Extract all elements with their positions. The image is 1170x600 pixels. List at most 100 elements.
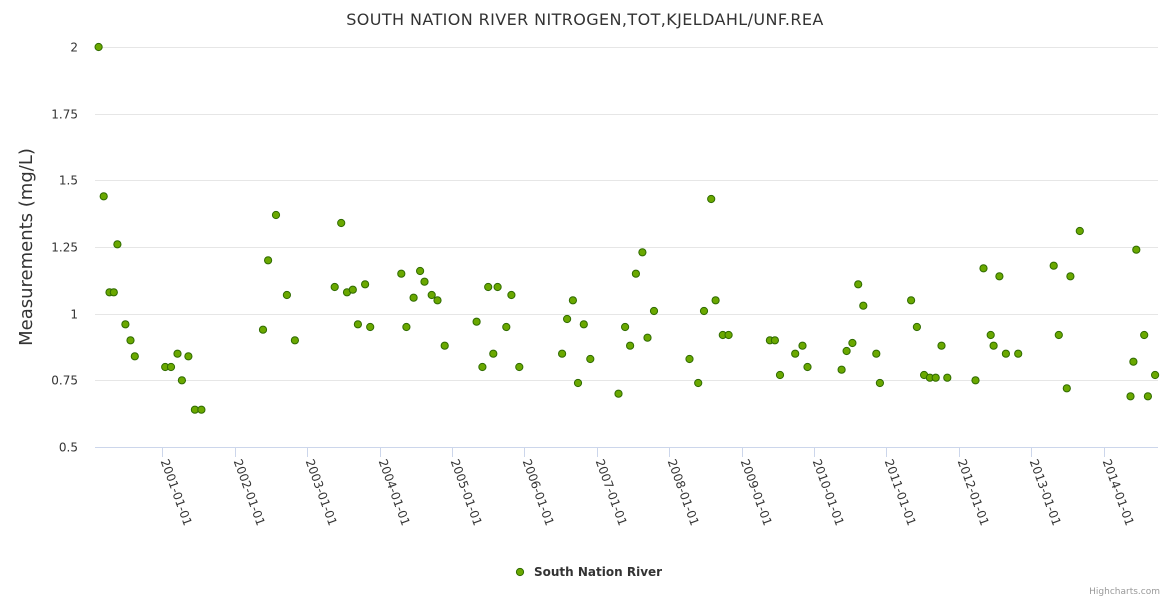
data-point[interactable] bbox=[282, 290, 291, 300]
data-point[interactable] bbox=[842, 346, 851, 356]
data-point[interactable] bbox=[433, 296, 442, 305]
data-point[interactable] bbox=[694, 378, 703, 388]
data-point[interactable] bbox=[854, 280, 863, 289]
data-point[interactable] bbox=[1001, 349, 1011, 358]
data-point[interactable] bbox=[912, 322, 922, 332]
data-point[interactable] bbox=[366, 322, 375, 332]
data-point[interactable] bbox=[1126, 392, 1135, 401]
data-point[interactable] bbox=[290, 336, 299, 345]
data-point[interactable] bbox=[484, 282, 493, 292]
data-point[interactable] bbox=[798, 341, 807, 350]
data-point[interactable] bbox=[337, 218, 346, 228]
data-point[interactable] bbox=[563, 314, 572, 324]
data-point[interactable] bbox=[515, 362, 524, 372]
data-point[interactable] bbox=[586, 354, 595, 364]
data-point[interactable] bbox=[685, 354, 694, 364]
data-point[interactable] bbox=[361, 280, 370, 289]
data-point[interactable] bbox=[986, 330, 995, 340]
data-point[interactable] bbox=[995, 272, 1004, 281]
data-point[interactable] bbox=[397, 269, 406, 278]
data-point[interactable] bbox=[872, 349, 881, 358]
credits-link[interactable]: Highcharts.com bbox=[1089, 587, 1160, 597]
data-point[interactable] bbox=[1129, 357, 1138, 366]
data-point[interactable] bbox=[177, 376, 186, 385]
data-point[interactable] bbox=[699, 306, 709, 316]
data-point[interactable] bbox=[353, 320, 362, 329]
x-tick-label: 2003-01-01 bbox=[303, 457, 340, 527]
legend-item-south-nation-river[interactable]: South Nation River bbox=[534, 565, 662, 579]
data-point[interactable] bbox=[1062, 384, 1071, 393]
series-south-nation-river[interactable] bbox=[94, 42, 1160, 414]
data-point[interactable] bbox=[440, 341, 449, 350]
data-point[interactable] bbox=[614, 389, 623, 398]
data-point[interactable] bbox=[173, 349, 182, 358]
legend[interactable]: South Nation River bbox=[515, 565, 662, 579]
data-point[interactable] bbox=[875, 378, 885, 388]
data-point[interactable] bbox=[166, 362, 176, 372]
data-point[interactable] bbox=[943, 373, 952, 382]
data-point[interactable] bbox=[711, 296, 720, 305]
data-point[interactable] bbox=[621, 322, 630, 332]
data-point[interactable] bbox=[121, 320, 130, 329]
data-point[interactable] bbox=[848, 338, 857, 348]
data-point[interactable] bbox=[1140, 330, 1149, 340]
x-tick-label: 2014-01-01 bbox=[1100, 457, 1137, 527]
data-point[interactable] bbox=[493, 282, 502, 292]
data-point[interactable] bbox=[907, 296, 916, 305]
data-point[interactable] bbox=[1132, 245, 1141, 254]
data-point[interactable] bbox=[631, 269, 641, 278]
data-point[interactable] bbox=[409, 293, 418, 302]
data-point[interactable] bbox=[626, 341, 635, 350]
data-point[interactable] bbox=[472, 317, 481, 326]
data-point[interactable] bbox=[1049, 261, 1058, 270]
data-point[interactable] bbox=[791, 349, 800, 358]
data-point[interactable] bbox=[271, 210, 281, 220]
data-point[interactable] bbox=[859, 301, 868, 310]
data-point[interactable] bbox=[979, 264, 988, 273]
data-point[interactable] bbox=[568, 296, 578, 305]
data-point[interactable] bbox=[1054, 330, 1063, 340]
data-point[interactable] bbox=[184, 352, 193, 361]
data-point[interactable] bbox=[770, 336, 780, 345]
data-point[interactable] bbox=[99, 192, 108, 201]
data-point[interactable] bbox=[197, 405, 206, 414]
data-point[interactable] bbox=[643, 333, 652, 342]
data-point[interactable] bbox=[478, 362, 487, 372]
data-point[interactable] bbox=[427, 290, 436, 300]
data-point[interactable] bbox=[1066, 272, 1075, 281]
data-point[interactable] bbox=[1143, 392, 1153, 401]
data-point[interactable] bbox=[989, 341, 998, 350]
data-point[interactable] bbox=[724, 330, 733, 340]
data-point[interactable] bbox=[348, 285, 357, 294]
data-point[interactable] bbox=[558, 349, 567, 358]
data-point[interactable] bbox=[1151, 370, 1160, 380]
data-point[interactable] bbox=[931, 373, 940, 382]
data-point[interactable] bbox=[402, 322, 411, 332]
data-point[interactable] bbox=[649, 306, 659, 316]
legend-marker-icon[interactable] bbox=[515, 567, 525, 577]
data-point[interactable] bbox=[971, 376, 980, 385]
data-point[interactable] bbox=[489, 349, 498, 358]
data-point[interactable] bbox=[130, 352, 139, 361]
data-point[interactable] bbox=[420, 277, 429, 286]
data-point[interactable] bbox=[707, 194, 716, 204]
data-point[interactable] bbox=[416, 266, 425, 276]
data-point[interactable] bbox=[502, 322, 511, 332]
data-point[interactable] bbox=[775, 370, 785, 380]
data-point[interactable] bbox=[507, 290, 516, 300]
data-point[interactable] bbox=[330, 282, 339, 292]
data-point[interactable] bbox=[937, 341, 946, 350]
data-point[interactable] bbox=[126, 336, 135, 345]
data-point[interactable] bbox=[573, 378, 583, 388]
data-point[interactable] bbox=[113, 240, 122, 249]
data-point[interactable] bbox=[579, 320, 588, 329]
data-point[interactable] bbox=[803, 362, 812, 372]
data-point[interactable] bbox=[837, 365, 846, 374]
data-point[interactable] bbox=[94, 42, 103, 52]
data-point[interactable] bbox=[258, 325, 268, 334]
data-point[interactable] bbox=[264, 256, 273, 265]
data-point[interactable] bbox=[638, 248, 647, 257]
data-point[interactable] bbox=[109, 288, 118, 297]
data-point[interactable] bbox=[1075, 226, 1084, 236]
data-point[interactable] bbox=[1014, 349, 1023, 358]
